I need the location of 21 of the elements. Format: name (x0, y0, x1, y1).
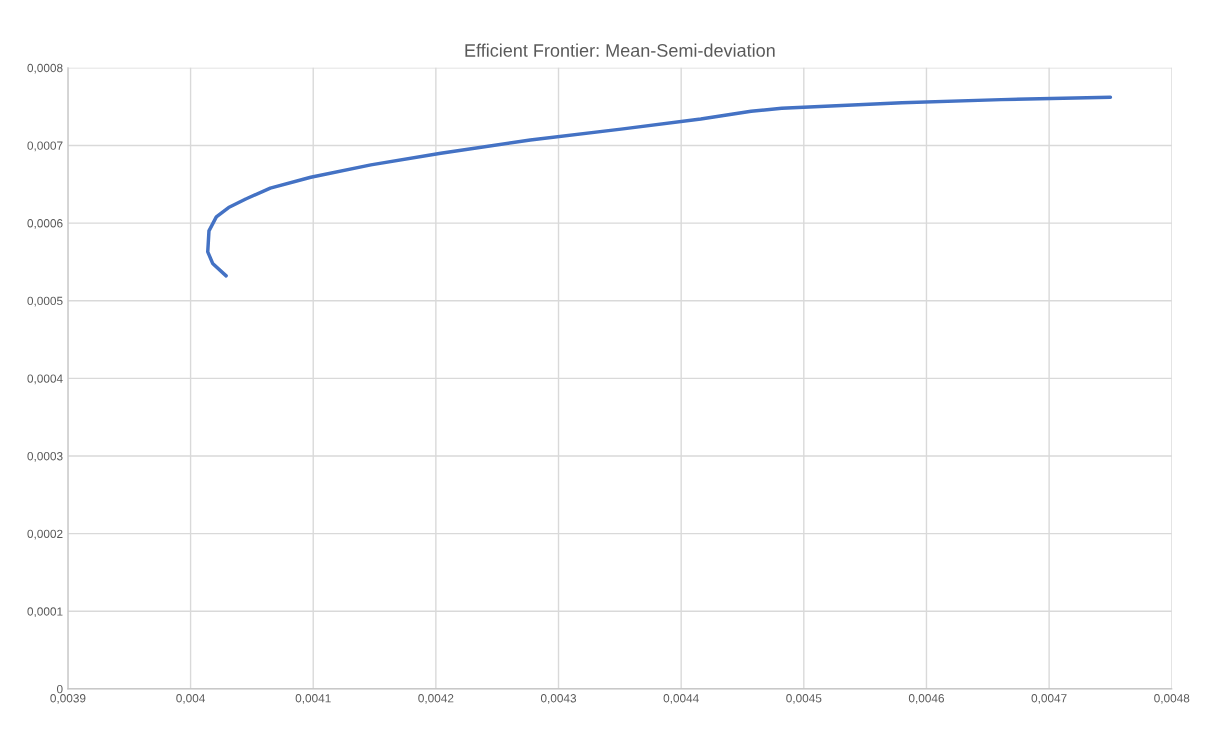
x-tick-label: 0,0039 (50, 694, 86, 704)
x-tick-label: 0,0048 (1154, 694, 1190, 704)
y-tick-label: 0,0004 (27, 374, 63, 385)
y-tick-label: 0,0008 (27, 63, 63, 74)
x-tick-label: 0,004 (176, 694, 205, 704)
x-tick-label: 0,0046 (908, 694, 944, 704)
y-tick-label: 0,0001 (27, 607, 63, 618)
y-tick-label: 0 (56, 684, 63, 694)
y-tick-label: 0,0003 (27, 452, 63, 462)
x-tick-label: 0,0047 (1031, 694, 1067, 704)
y-tick-label: 0,0006 (27, 219, 63, 229)
chart-title: Efficient Frontier: Mean-Semi-deviation (465, 43, 775, 57)
y-tick-label: 0,0007 (27, 141, 63, 152)
y-tick-label: 0,0005 (27, 296, 63, 307)
x-tick-label: 0,0043 (540, 694, 577, 704)
x-tick-label: 0,0041 (295, 694, 331, 704)
y-tick-label: 0,0002 (27, 529, 63, 540)
x-tick-label: 0,0045 (786, 694, 822, 704)
line-series (206, 95, 1113, 278)
x-tick-label: 0,0044 (663, 694, 699, 704)
x-tick-label: 0,0042 (418, 694, 454, 704)
